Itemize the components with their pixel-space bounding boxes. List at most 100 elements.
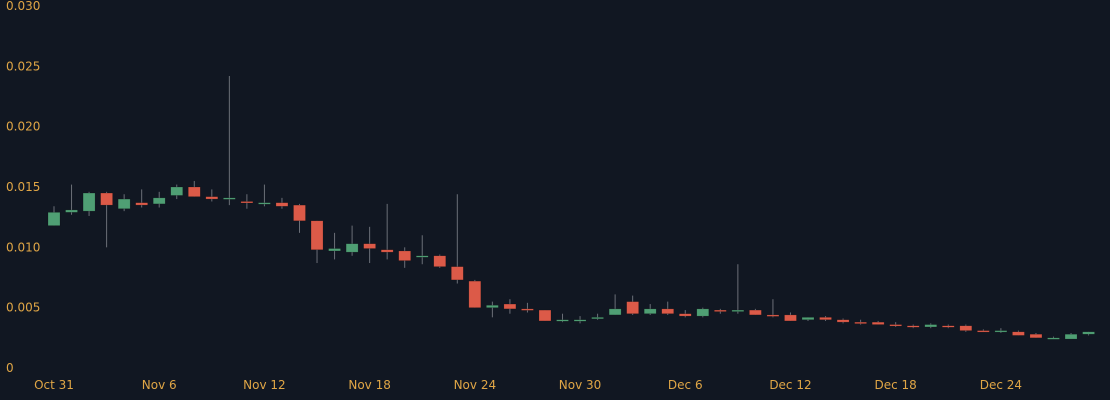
candle	[573, 316, 587, 324]
candle-body	[310, 220, 324, 250]
y-tick-label: 0.015	[6, 180, 40, 194]
candle-body	[503, 303, 517, 310]
candle-body	[591, 317, 604, 320]
x-tick-label: Dec 24	[980, 378, 1022, 392]
candle-body	[135, 202, 148, 206]
candle	[152, 191, 166, 208]
candle	[503, 299, 517, 314]
x-tick-label: Nov 12	[243, 378, 286, 392]
candle	[521, 302, 534, 313]
candle	[47, 206, 61, 226]
candle	[223, 75, 236, 206]
candle	[871, 320, 885, 325]
candle-body	[1082, 331, 1095, 335]
candle-body	[258, 202, 271, 205]
candle-body	[1029, 333, 1043, 339]
candle-body	[170, 186, 183, 196]
candle-body	[871, 321, 885, 325]
candle-body	[363, 243, 376, 249]
candle-body	[433, 255, 447, 267]
candle	[117, 194, 131, 212]
candle-body	[468, 280, 482, 308]
candle	[363, 226, 376, 264]
x-tick-label: Nov 24	[454, 378, 497, 392]
candle-body	[994, 330, 1008, 333]
candle	[1082, 331, 1095, 336]
candle	[258, 184, 271, 207]
candle-body	[1047, 337, 1060, 340]
candle-body	[205, 196, 219, 200]
candle	[714, 308, 727, 314]
x-tick-label: Dec 12	[769, 378, 811, 392]
candle-body	[538, 309, 552, 322]
candle	[994, 328, 1008, 334]
candle-body	[486, 305, 499, 308]
x-tick-label: Nov 6	[142, 378, 177, 392]
x-axis: Oct 31 Nov 6 Nov 12 Nov 18 Nov 24 Nov 30 Dec 6…	[34, 378, 1022, 392]
candle-body	[293, 204, 306, 222]
candle	[784, 312, 797, 322]
candle	[959, 324, 973, 332]
y-tick-label: 0	[6, 361, 14, 375]
y-axis: 0 0.005 0.010 0.015 0.020 0.025 0.030	[6, 0, 40, 375]
candle	[1064, 333, 1078, 340]
candle	[293, 203, 306, 233]
candle	[661, 301, 674, 315]
candle-body	[117, 198, 131, 209]
candle-body	[696, 308, 710, 317]
candle	[486, 301, 499, 318]
candle-body	[924, 324, 937, 328]
candle	[310, 220, 324, 264]
candle	[380, 203, 394, 260]
candle	[696, 307, 710, 318]
candle-body	[188, 186, 201, 197]
candle	[451, 194, 464, 284]
candle	[188, 180, 201, 197]
candle-body	[573, 319, 587, 322]
candle-body	[854, 321, 867, 324]
candle	[205, 189, 219, 202]
candle-body	[661, 308, 674, 314]
candle	[1029, 333, 1043, 339]
candle	[415, 235, 429, 265]
candle	[679, 310, 692, 318]
candle	[906, 324, 920, 329]
x-tick-label: Oct 31	[34, 378, 74, 392]
x-tick-label: Nov 30	[559, 378, 602, 392]
candle	[591, 313, 604, 320]
candle-body	[82, 192, 96, 212]
candle-body	[749, 309, 762, 316]
candle-body	[626, 301, 639, 314]
candle	[345, 225, 359, 256]
candle	[854, 319, 867, 325]
candle	[626, 295, 639, 315]
y-tick-label: 0.025	[6, 59, 40, 73]
x-tick-label: Dec 6	[668, 378, 703, 392]
candle-body	[415, 255, 429, 258]
y-tick-label: 0.010	[6, 240, 40, 254]
candle	[275, 197, 289, 209]
candle-body	[152, 197, 166, 205]
candle-body	[731, 309, 745, 312]
candle-body	[714, 309, 727, 312]
candle-body	[608, 308, 622, 316]
candle	[1012, 330, 1025, 336]
y-tick-label: 0.020	[6, 120, 40, 134]
candle	[1047, 336, 1060, 340]
candle	[398, 247, 411, 268]
candle	[328, 232, 341, 260]
candle	[801, 317, 815, 321]
candle	[100, 191, 113, 248]
candle-body	[836, 319, 850, 323]
candle-body	[100, 192, 113, 206]
candle	[135, 189, 148, 208]
candle-body	[906, 325, 920, 328]
candle	[556, 313, 569, 323]
candle-body	[942, 325, 955, 328]
candle-body	[784, 314, 797, 322]
candle-body	[801, 317, 815, 320]
candle	[819, 316, 832, 321]
candle-body	[275, 202, 289, 207]
